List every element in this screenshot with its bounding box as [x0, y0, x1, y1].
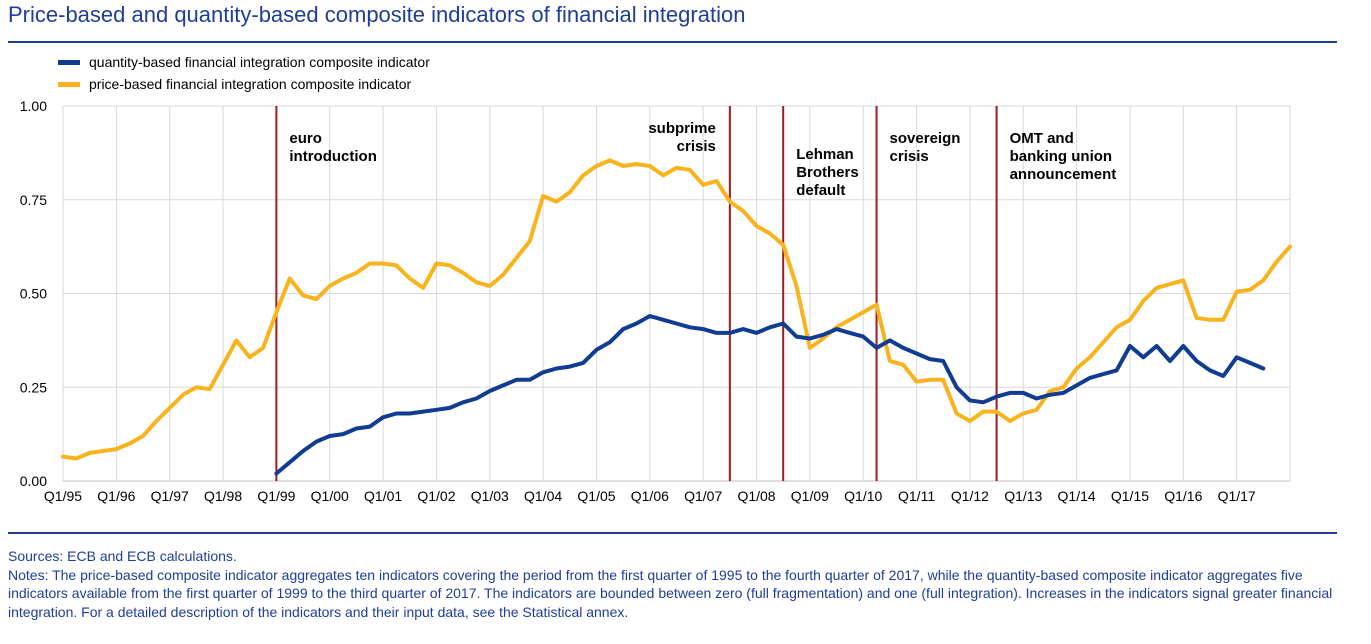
x-tick-label: Q1/04 [524, 488, 562, 504]
grid-lines [62, 105, 1291, 482]
title-divider [8, 41, 1337, 43]
x-tick-label: Q1/13 [1004, 488, 1042, 504]
x-tick-label: Q1/08 [737, 488, 775, 504]
x-tick-label: Q1/09 [791, 488, 829, 504]
x-tick-label: Q1/07 [684, 488, 722, 504]
x-tick-label: Q1/12 [951, 488, 989, 504]
x-tick-label: Q1/11 [898, 488, 935, 504]
footer-divider [8, 532, 1337, 534]
legend-item-price: price-based financial integration compos… [58, 73, 430, 95]
y-tick-label: 0.50 [20, 286, 47, 302]
legend-label-price: price-based financial integration compos… [89, 76, 412, 92]
x-tick-label: Q1/97 [151, 488, 189, 504]
x-tick-label: Q1/96 [97, 488, 135, 504]
x-tick-label: Q1/00 [311, 488, 349, 504]
chart-footnotes: Sources: ECB and ECB calculations. Notes… [8, 547, 1333, 621]
chart-legend: quantity-based financial integration com… [58, 51, 430, 95]
series-lines [61, 158, 1292, 476]
event-lines: euro introduction subprime crisis Lehman Brot… [275, 106, 1117, 481]
event-label: Lehman Brothers default [796, 146, 859, 199]
x-tick-label: Q1/10 [844, 488, 882, 504]
x-tick-label: Q1/03 [471, 488, 509, 504]
x-tick-label: Q1/95 [44, 488, 82, 504]
sources-text: Sources: ECB and ECB calculations. [8, 548, 237, 564]
x-tick-label: Q1/06 [631, 488, 669, 504]
y-tick-label: 0.00 [20, 473, 47, 489]
x-tick-label: Q1/16 [1164, 488, 1202, 504]
legend-swatch-price [58, 81, 80, 87]
x-tick-label: Q1/98 [204, 488, 242, 504]
x-tick-label: Q1/01 [364, 488, 402, 504]
x-tick-label: Q1/17 [1218, 488, 1256, 504]
x-tick-label: Q1/02 [417, 488, 455, 504]
event-label: sovereign crisis [890, 130, 961, 165]
line-chart: euro introduction subprime crisis Lehman Brot… [20, 98, 1292, 504]
notes-text: Notes: The price-based composite indicat… [8, 566, 1333, 620]
y-tick-label: 1.00 [20, 98, 47, 114]
x-tick-label: Q1/05 [577, 488, 615, 504]
page-title: Price-based and quantity-based composite… [8, 2, 746, 27]
y-tick-label: 0.25 [20, 379, 47, 395]
series-line-quantity [274, 314, 1266, 476]
y-tick-label: 0.75 [20, 192, 47, 208]
x-tick-label: Q1/99 [257, 488, 295, 504]
x-tick-label: Q1/15 [1111, 488, 1149, 504]
event-label: OMT and banking union announcement [1010, 130, 1117, 183]
series-line-price [61, 158, 1292, 461]
legend-label-quantity: quantity-based financial integration com… [89, 54, 430, 70]
x-tick-label: Q1/14 [1058, 488, 1096, 504]
event-label: euro introduction [289, 130, 376, 165]
legend-item-quantity: quantity-based financial integration com… [58, 51, 430, 73]
legend-swatch-quantity [58, 59, 80, 65]
axis-labels: 0.00 0.25 0.50 0.75 1.00 Q1/95 Q1/96 Q1/97 Q1/98… [20, 98, 1256, 504]
event-label: subprime crisis [648, 120, 716, 155]
